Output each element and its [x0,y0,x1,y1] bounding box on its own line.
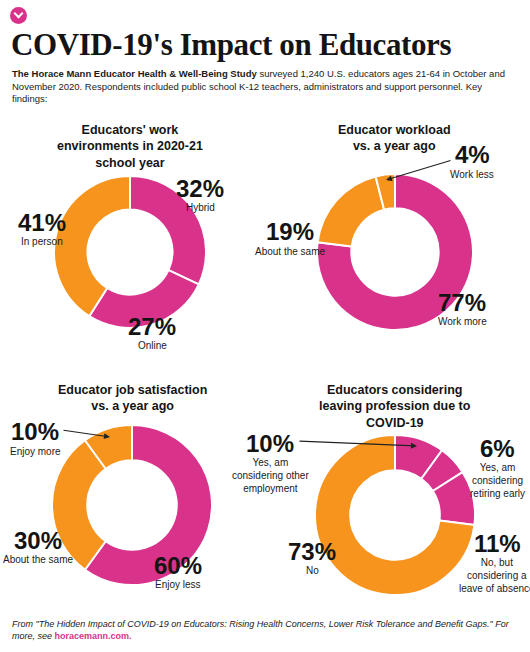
svg-text:77%: 77% [438,289,486,316]
svg-text:41%: 41% [18,209,66,236]
svg-text:10%: 10% [246,430,294,457]
svg-text:Yes, amconsidering otheremploy: Yes, amconsidering otheremployment [232,457,309,494]
svg-text:Work more: Work more [438,316,487,327]
svg-text:6%: 6% [480,435,515,462]
svg-text:19%: 19% [266,218,314,245]
svg-text:Yes, amconsideringretiring ear: Yes, amconsideringretiring early [470,462,525,499]
svg-text:Educator job satisfactionvs. a: Educator job satisfactionvs. a year ago [58,383,207,413]
svg-text:10%: 10% [11,418,59,445]
svg-text:No: No [306,565,319,576]
svg-text:73%: 73% [288,538,336,565]
svg-text:27%: 27% [128,313,176,340]
svg-text:60%: 60% [154,552,202,579]
svg-text:32%: 32% [176,175,224,202]
html-text:From "The Hidden Impact of COV: From "The Hidden Impact of COVID-19 on E… [12,619,509,641]
svg-text:4%: 4% [455,141,490,168]
svg-text:Educators' workenvironments in: Educators' workenvironments in 2020-21sc… [57,123,203,170]
svg-text:Educator workloadvs. a year ag: Educator workloadvs. a year ago [338,123,451,153]
svg-text:Enjoy less: Enjoy less [155,579,201,590]
svg-text:No, butconsidering aleave of a: No, butconsidering aleave of absence [459,557,530,594]
svg-text:Hybrid: Hybrid [186,202,215,213]
svg-text:Online: Online [138,340,167,351]
svg-text:11%: 11% [474,530,521,557]
svg-text:Educators consideringleaving p: Educators consideringleaving profession … [319,383,471,430]
svg-text:About the same: About the same [3,554,73,565]
svg-text:Enjoy more: Enjoy more [10,446,61,457]
svg-text:About the same: About the same [255,246,325,257]
svg-text:Work less: Work less [450,169,494,180]
html-text:COVID-19's Impact on Educators: COVID-19's Impact on Educators [11,27,452,62]
svg-text:In person: In person [21,236,63,247]
svg-text:30%: 30% [14,527,62,554]
html-text:The Horace Mann Educator Healt: The Horace Mann Educator Health & Well-B… [12,68,505,104]
